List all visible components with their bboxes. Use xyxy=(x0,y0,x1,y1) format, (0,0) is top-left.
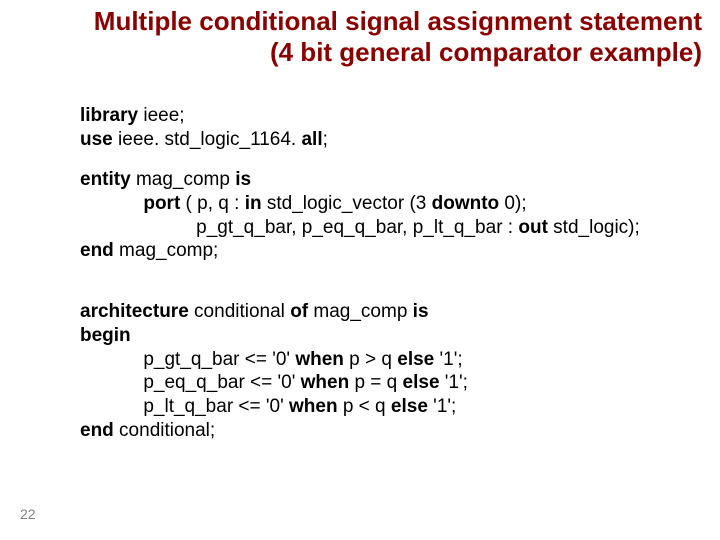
code-text: p = q xyxy=(349,372,402,393)
title-line-2: (4 bit general comparator example) xyxy=(30,37,702,68)
code-line: p_gt_q_bar <= '0' when p > q else '1'; xyxy=(80,348,680,372)
code-text: p_lt_q_bar <= '0' xyxy=(80,396,289,417)
keyword: entity xyxy=(80,169,131,190)
code-text: std_logic); xyxy=(548,217,640,238)
title-line-1: Multiple conditional signal assignment s… xyxy=(30,6,702,37)
code-text: p_gt_q_bar <= '0' xyxy=(80,349,295,370)
slide-title: Multiple conditional signal assignment s… xyxy=(30,6,702,67)
keyword: when xyxy=(301,372,350,393)
code-text: ( p, q : xyxy=(180,193,244,214)
keyword: when xyxy=(295,349,344,370)
code-text: 0); xyxy=(499,193,526,214)
page-number: 22 xyxy=(20,506,36,522)
code-block-architecture: architecture conditional of mag_comp isb… xyxy=(80,300,680,443)
code-block-entity: entity mag_comp is port ( p, q : in std_… xyxy=(80,168,680,263)
code-text: '1'; xyxy=(440,372,468,393)
code-text: std_logic_vector (3 xyxy=(262,193,432,214)
code-text: ieee. std_logic_1164. xyxy=(113,129,302,150)
code-block-library: library ieee;use ieee. std_logic_1164. a… xyxy=(80,104,680,152)
code-text: mag_comp; xyxy=(114,240,219,261)
code-text: p_eq_q_bar <= '0' xyxy=(80,372,301,393)
keyword: else xyxy=(397,349,434,370)
code-text: ieee; xyxy=(138,105,184,126)
code-line: use ieee. std_logic_1164. all; xyxy=(80,128,680,152)
code-text: conditional; xyxy=(114,420,215,441)
keyword: library xyxy=(80,105,138,126)
code-text: mag_comp xyxy=(131,169,236,190)
code-text: ; xyxy=(323,129,328,150)
code-line: port ( p, q : in std_logic_vector (3 dow… xyxy=(80,192,680,216)
code-line: library ieee; xyxy=(80,104,680,128)
keyword: out xyxy=(518,217,548,238)
code-line: architecture conditional of mag_comp is xyxy=(80,300,680,324)
code-line: begin xyxy=(80,324,680,348)
code-line: p_eq_q_bar <= '0' when p = q else '1'; xyxy=(80,371,680,395)
keyword: is xyxy=(235,169,251,190)
code-line: entity mag_comp is xyxy=(80,168,680,192)
code-text: '1'; xyxy=(434,349,462,370)
keyword: downto xyxy=(432,193,500,214)
keyword: else xyxy=(403,372,440,393)
code-text: mag_comp xyxy=(308,301,413,322)
code-text: p_gt_q_bar, p_eq_q_bar, p_lt_q_bar : xyxy=(80,217,518,238)
code-text: '1'; xyxy=(428,396,456,417)
keyword: else xyxy=(391,396,428,417)
keyword: is xyxy=(413,301,429,322)
code-line: p_lt_q_bar <= '0' when p < q else '1'; xyxy=(80,395,680,419)
keyword: end xyxy=(80,240,114,261)
code-line: end mag_comp; xyxy=(80,239,680,263)
keyword: begin xyxy=(80,325,131,346)
keyword: end xyxy=(80,420,114,441)
keyword: in xyxy=(245,193,262,214)
keyword: architecture xyxy=(80,301,189,322)
code-line: p_gt_q_bar, p_eq_q_bar, p_lt_q_bar : out… xyxy=(80,216,680,240)
code-text: conditional xyxy=(189,301,290,322)
code-text: p > q xyxy=(344,349,397,370)
code-text: p < q xyxy=(338,396,391,417)
keyword: use xyxy=(80,129,113,150)
keyword: port xyxy=(80,193,180,214)
keyword: all xyxy=(301,129,322,150)
code-line: end conditional; xyxy=(80,419,680,443)
keyword: of xyxy=(290,301,308,322)
slide: Multiple conditional signal assignment s… xyxy=(0,0,720,540)
keyword: when xyxy=(289,396,338,417)
